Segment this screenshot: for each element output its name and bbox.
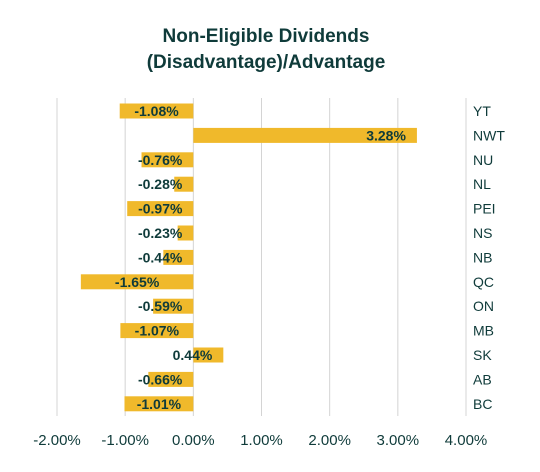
category-label-bc: BC [473, 396, 492, 412]
data-label-yt: -1.08% [134, 103, 179, 119]
category-labels: YT NWT NU NL PEI NS NB QC ON MB SK AB BC [473, 103, 505, 412]
chart-title-line-1: Non-Eligible Dividends [163, 26, 370, 47]
bar-pei [127, 201, 194, 217]
category-label-sk: SK [473, 347, 492, 363]
category-label-ns: NS [473, 225, 492, 241]
chart-title-line-2: (Disadvantage)/Advantage [147, 52, 386, 73]
bar-ab [148, 371, 194, 387]
data-label-on: -0.59% [138, 298, 183, 314]
bar-ns [177, 225, 194, 241]
bars [80, 103, 417, 412]
x-tick-label-4: 2.00% [308, 432, 351, 449]
category-label-pei: PEI [473, 201, 496, 217]
bar-yt [119, 103, 194, 119]
data-label-sk: 0.44% [173, 347, 213, 363]
category-label-nu: NU [473, 152, 493, 168]
category-label-nwt: NWT [473, 127, 505, 143]
category-label-nb: NB [473, 249, 492, 265]
data-label-ns: -0.23% [138, 225, 183, 241]
data-label-nu: -0.76% [138, 152, 183, 168]
data-labels: -1.08% 3.28% -0.76% -0.28% -0.97% -0.23% -0.44… [115, 103, 407, 412]
x-tick-label-2: 0.00% [172, 432, 215, 449]
x-tick-label-0: -2.00% [33, 432, 81, 449]
bar-sk [193, 347, 224, 363]
data-label-pei: -0.97% [138, 201, 183, 217]
x-tick-label-3: 1.00% [240, 432, 283, 449]
bar-on [153, 298, 194, 314]
grid-lines [56, 98, 467, 416]
category-label-yt: YT [473, 103, 491, 119]
x-axis-tick-labels: -2.00% -1.00% 0.00% 1.00% 2.00% 3.00% 4.00% [33, 432, 487, 449]
data-label-ab: -0.66% [138, 371, 183, 387]
bar-qc [80, 274, 194, 290]
data-label-bc: -1.01% [137, 396, 182, 412]
data-label-mb: -1.07% [135, 323, 180, 339]
data-label-nl: -0.28% [138, 176, 183, 192]
category-label-ab: AB [473, 371, 492, 387]
bar-nu [141, 152, 194, 168]
bar-nl [174, 176, 194, 192]
bar-nb [163, 249, 194, 265]
data-label-nb: -0.44% [138, 249, 183, 265]
x-tick-label-6: 4.00% [445, 432, 488, 449]
x-tick-label-1: -1.00% [101, 432, 149, 449]
bar-mb [120, 323, 194, 339]
bar-bc [124, 396, 194, 412]
category-label-nl: NL [473, 176, 491, 192]
data-label-qc: -1.65% [115, 274, 160, 290]
data-label-nwt: 3.28% [366, 127, 406, 143]
category-label-qc: QC [473, 274, 494, 290]
category-label-on: ON [473, 298, 494, 314]
category-label-mb: MB [473, 323, 494, 339]
bar-nwt [193, 127, 417, 143]
x-tick-label-5: 3.00% [377, 432, 420, 449]
